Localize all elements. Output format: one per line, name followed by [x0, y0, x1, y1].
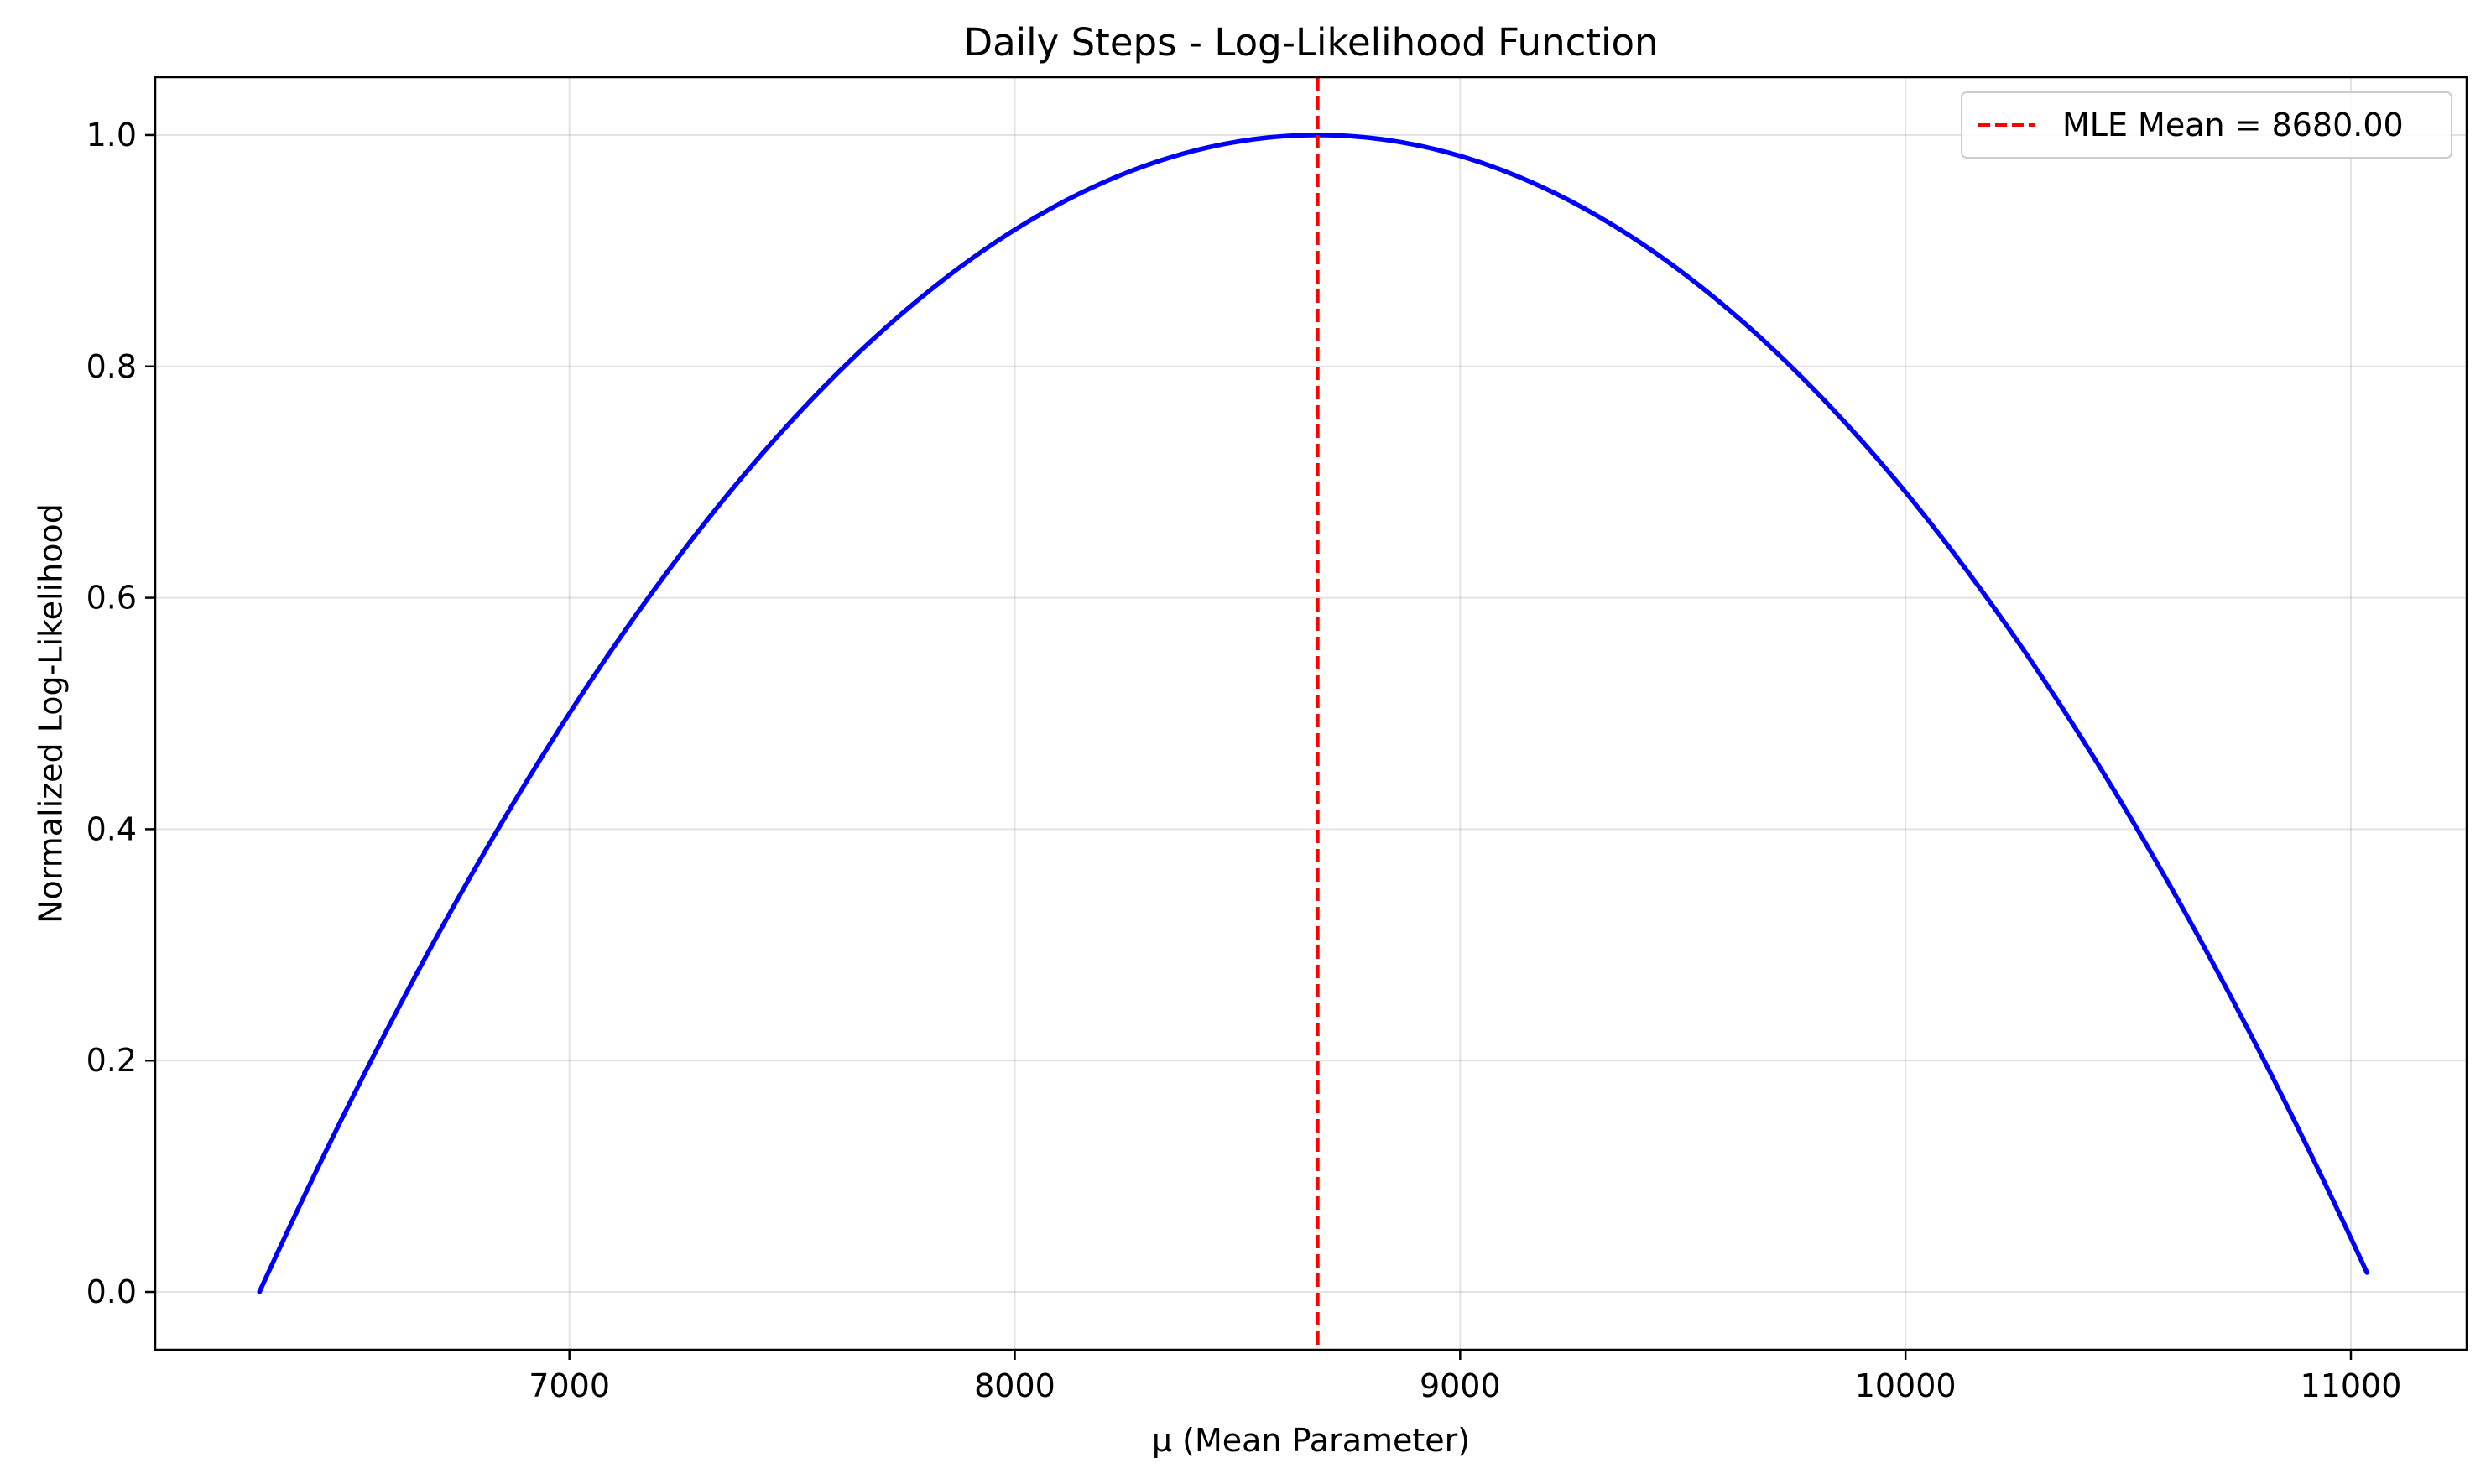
legend: MLE Mean = 8680.00	[1961, 91, 2452, 159]
chart-title: Daily Steps - Log-Likelihood Function	[963, 20, 1658, 65]
x-tick-label: 8000	[974, 1367, 1055, 1404]
y-axis-label: Normalized Log-Likelihood	[32, 503, 69, 924]
y-tick-label: 1.0	[86, 117, 137, 154]
y-tick-label: 0.4	[86, 810, 137, 847]
plot-data	[257, 77, 2369, 1350]
y-tick-label: 0.6	[86, 580, 137, 617]
plot-frame	[154, 76, 2468, 1351]
grid-lines	[155, 77, 2467, 1350]
legend-label-mle-mean: MLE Mean = 8680.00	[2062, 107, 2404, 143]
x-tick-label: 7000	[529, 1367, 610, 1404]
x-tick-label: 11000	[2301, 1367, 2402, 1404]
axis-ticks: 7000 8000 9000 10000 11000 0.0 0.2 0.4 0.6 0.8 1.0	[86, 117, 2402, 1404]
legend-box	[1961, 91, 2452, 159]
y-tick-label: 0.8	[86, 348, 137, 385]
x-axis-label: μ (Mean Parameter)	[1152, 1422, 1470, 1459]
x-tick-label: 10000	[1855, 1367, 1957, 1404]
x-tick-label: 9000	[1420, 1367, 1501, 1404]
y-tick-label: 0.2	[86, 1042, 137, 1079]
log-likelihood-curve	[257, 133, 2369, 1294]
y-tick-label: 0.0	[86, 1273, 137, 1310]
